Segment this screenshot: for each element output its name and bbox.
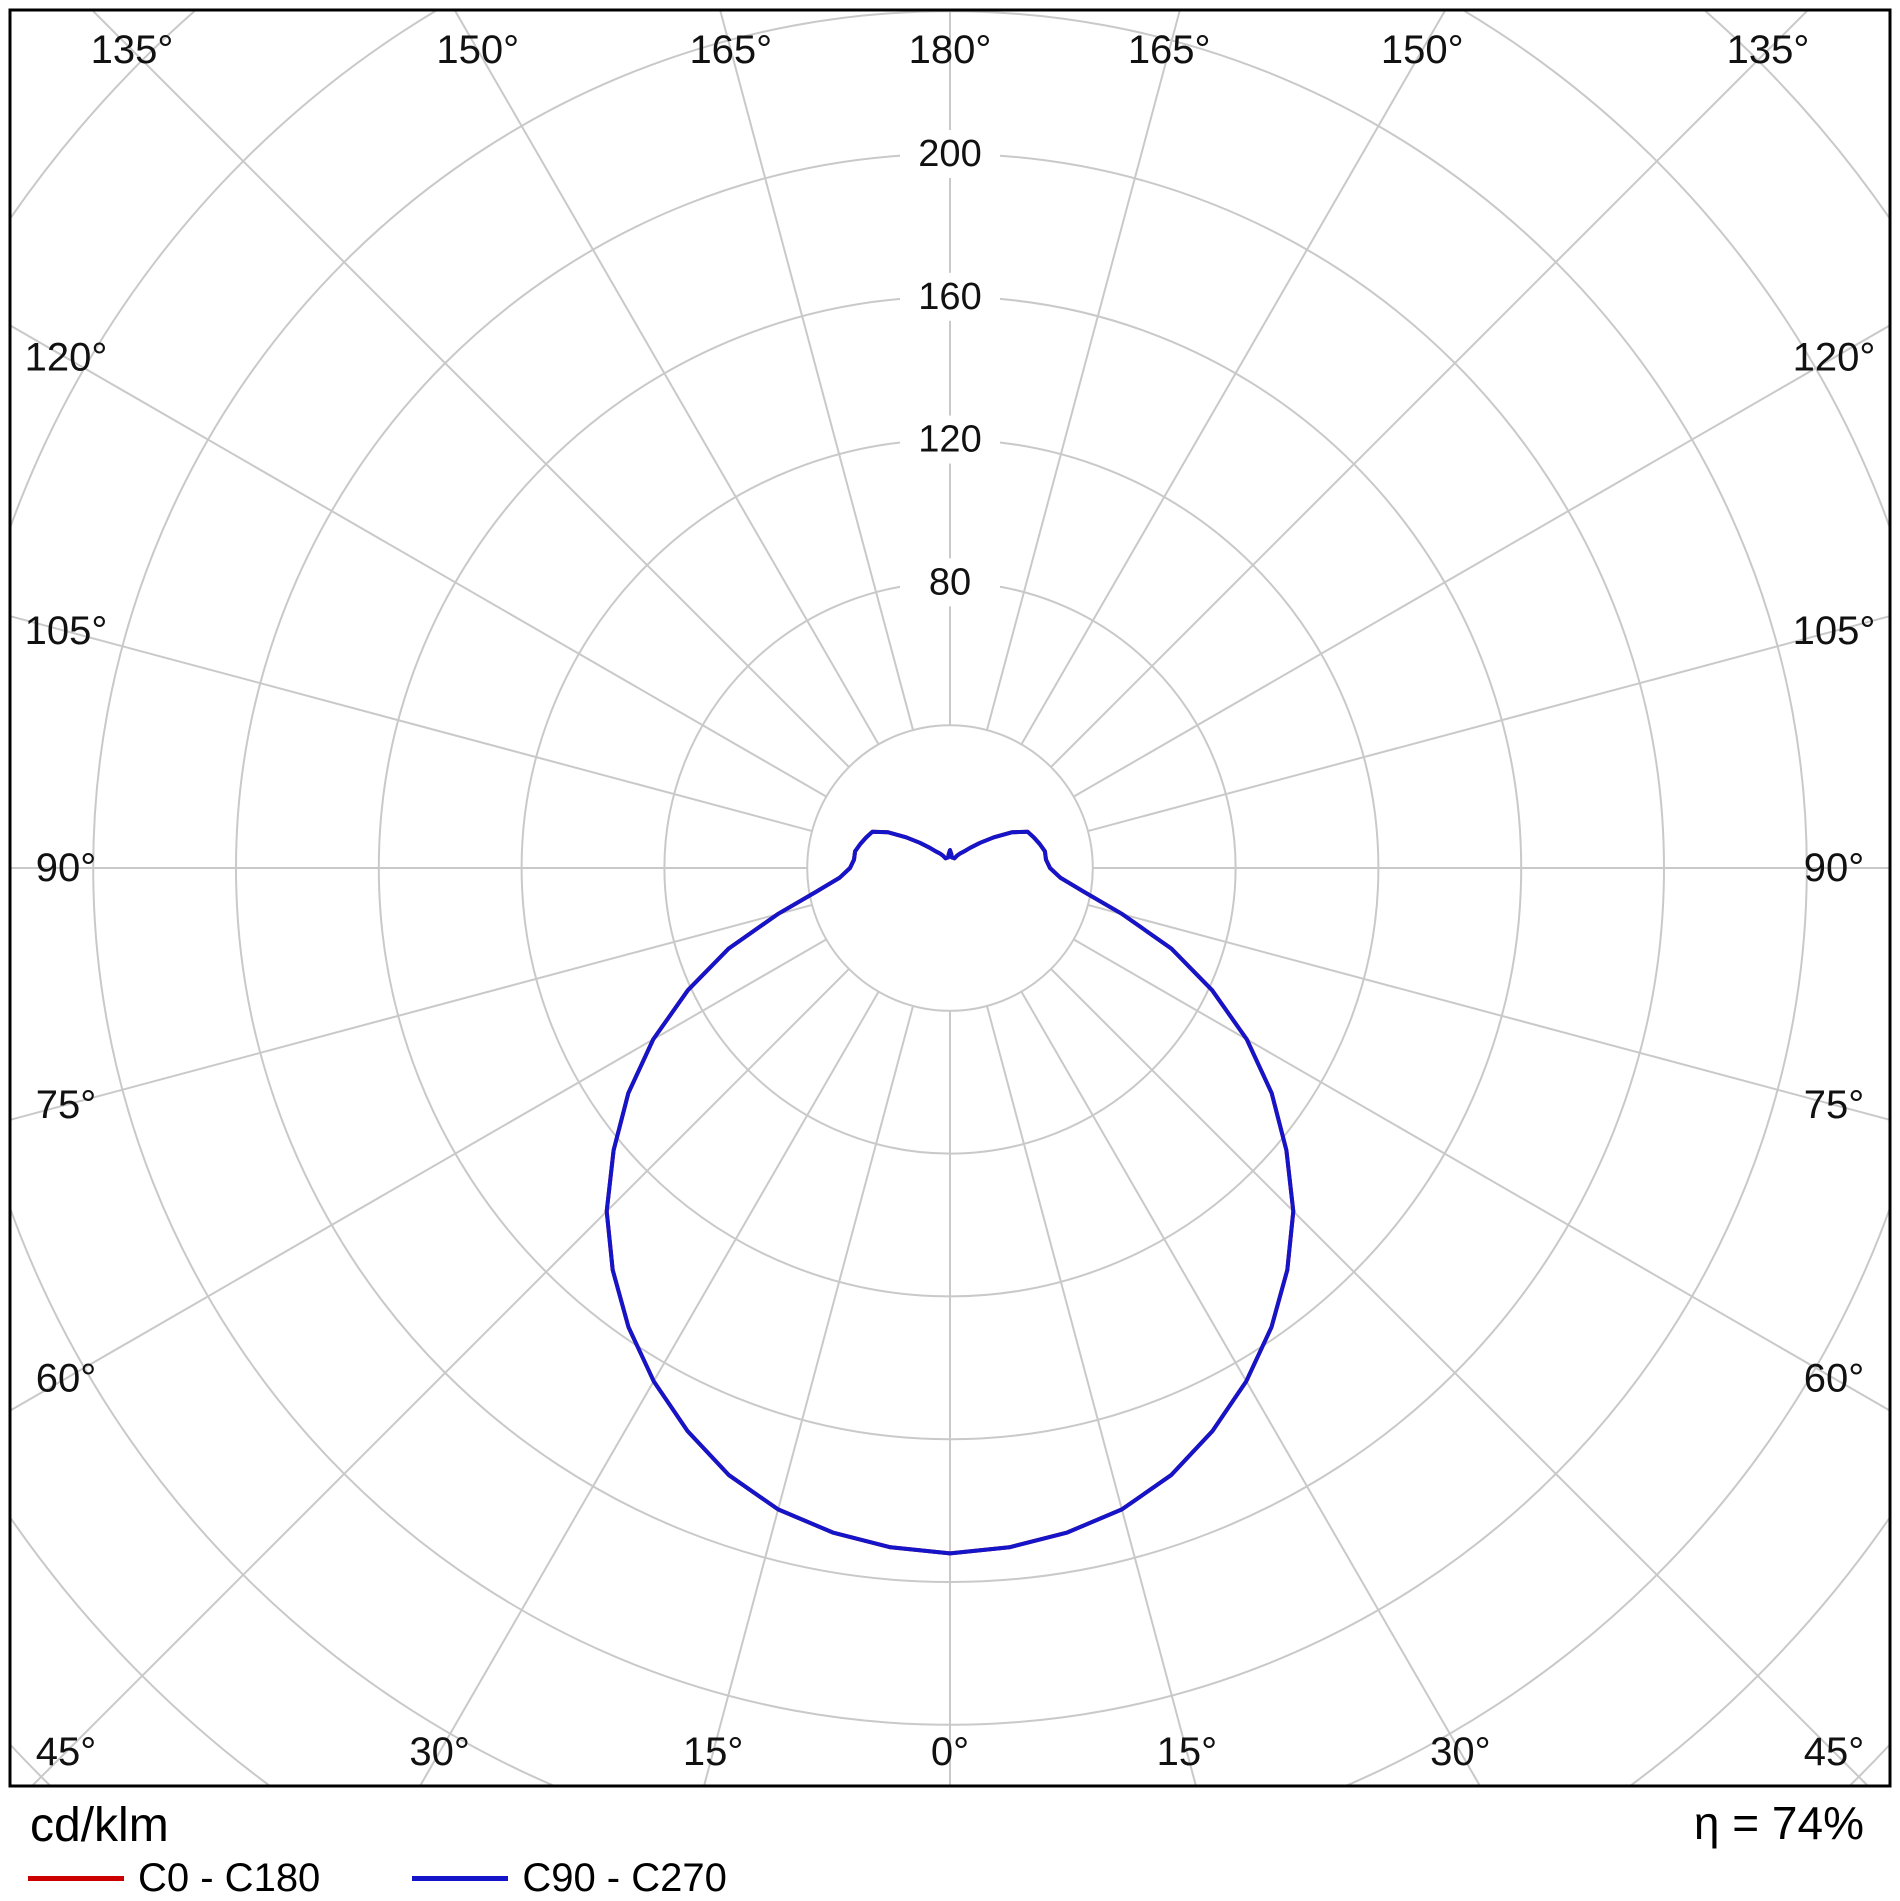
angle-tick-label: 60°: [36, 1356, 97, 1400]
angle-tick-label: 165°: [1128, 28, 1211, 72]
angle-tick-label: 150°: [1381, 28, 1464, 72]
angle-tick-label: 45°: [36, 1730, 97, 1774]
angle-tick-label: 75°: [1804, 1083, 1865, 1127]
angle-tick-label: 0°: [931, 1730, 969, 1774]
curve-c90-c270: [604, 829, 1296, 1556]
grid-radial-line: [1050, 10, 1810, 768]
angle-tick-label: 45°: [1804, 1730, 1865, 1774]
radial-tick-label: 80: [929, 561, 971, 603]
legend-label-c0-c180: C0 - C180: [138, 1856, 321, 1900]
grid-radial-line: [90, 10, 850, 768]
angle-tick-label: 75°: [36, 1083, 97, 1127]
angle-tick-label: 165°: [689, 28, 772, 72]
chart-frame: [8, 8, 1892, 1788]
angle-tick-label: 135°: [1727, 28, 1810, 72]
legend-item-c90-c270: C90 - C270: [412, 1856, 727, 1901]
radial-tick-label-bg: [900, 272, 1000, 321]
grid-radial-line: [719, 10, 915, 731]
units-label: cd/klm: [30, 1799, 169, 1852]
legend-item-c0-c180: C0 - C180: [28, 1856, 320, 1901]
legend-label-c90-c270: C90 - C270: [522, 1856, 727, 1900]
grid-radial-line: [1087, 903, 1890, 1121]
angle-tick-label: 15°: [1157, 1730, 1218, 1774]
angle-tick-label: 105°: [25, 609, 108, 653]
angle-tick-label: 90°: [1804, 846, 1865, 890]
angle-tick-label: 30°: [409, 1730, 470, 1774]
grid-radial-line: [1073, 324, 1890, 798]
radial-tick-label-bg: [900, 558, 1000, 607]
efficiency-value: η = 74%: [1693, 1797, 1864, 1849]
grid-radial-line: [702, 1005, 915, 1786]
grid-radial-line: [453, 10, 880, 745]
angle-tick-label: 105°: [1793, 609, 1876, 653]
legend-swatch-c90-c270: [412, 1876, 509, 1881]
grid-radial-line: [1020, 991, 1482, 1786]
angle-tick-label: 90°: [36, 846, 97, 890]
grid-radial-line: [1050, 968, 1870, 1786]
grid-radial-line: [985, 1005, 1198, 1786]
grid-radial-line: [1020, 10, 1447, 745]
grid-radial-line: [10, 938, 827, 1412]
radial-tick-label-bg: [900, 415, 1000, 464]
grid-radial-line: [10, 903, 813, 1121]
angle-tick-label: 30°: [1430, 1730, 1491, 1774]
radial-tick-label: 120: [918, 419, 981, 461]
grid-radial-line: [1087, 615, 1890, 833]
grid-radial-line: [10, 324, 827, 798]
angle-tick-label: 15°: [683, 1730, 744, 1774]
angle-tick-label: 60°: [1804, 1356, 1865, 1400]
grid-radial-line: [418, 991, 880, 1786]
grid-radial-line: [985, 10, 1181, 731]
grid-radial-line: [30, 968, 850, 1786]
angle-tick-label: 135°: [91, 28, 174, 72]
grid-radial-line: [10, 615, 813, 833]
angle-tick-label: 150°: [436, 28, 519, 72]
grid-radial-line: [1073, 938, 1890, 1412]
radial-tick-label: 200: [918, 133, 981, 175]
angle-tick-label: 180°: [909, 28, 992, 72]
legend-swatch-c0-c180: [28, 1876, 124, 1881]
angle-tick-label: 120°: [1793, 336, 1876, 380]
radial-tick-label: 160: [918, 276, 981, 318]
radial-tick-label-bg: [900, 130, 1000, 178]
legend: C0 - C180 C90 - C270: [28, 1856, 727, 1901]
angle-tick-label: 120°: [25, 336, 108, 380]
